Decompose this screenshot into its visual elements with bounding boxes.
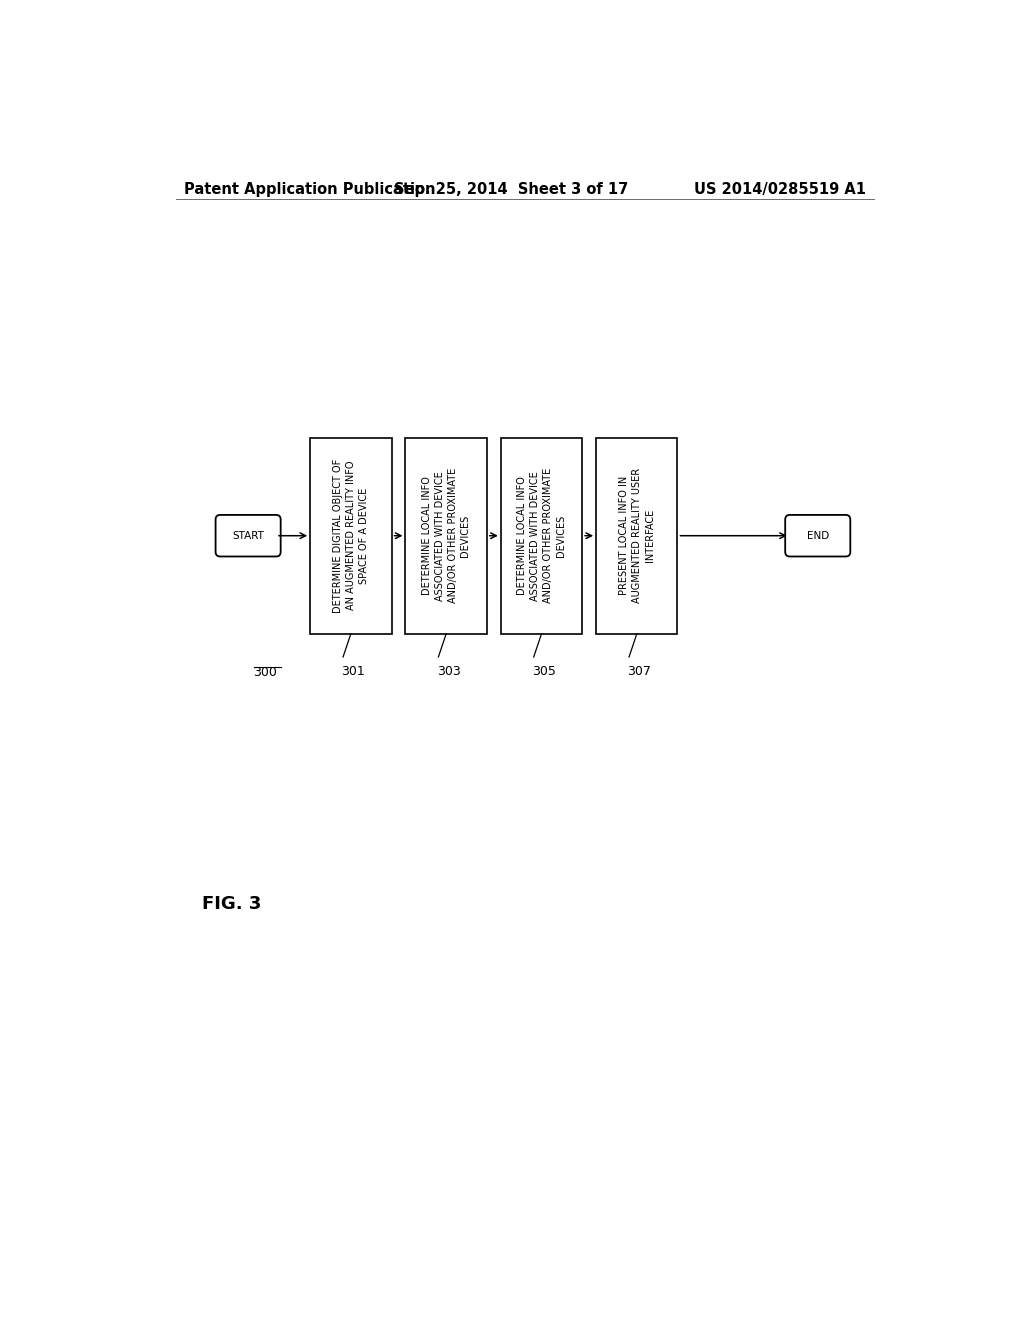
Text: 305: 305 [532,665,556,677]
Text: FIG. 3: FIG. 3 [202,895,261,913]
Bar [596,437,678,634]
Text: PRESENT LOCAL INFO IN
AUGMENTED REALITY USER
INTERFACE: PRESENT LOCAL INFO IN AUGMENTED REALITY … [618,469,654,603]
FancyBboxPatch shape [785,515,850,557]
Bar [310,437,391,634]
Bar [406,437,486,634]
FancyBboxPatch shape [216,515,281,557]
Text: START: START [232,531,264,541]
Text: 301: 301 [342,665,366,677]
Bar [501,437,583,634]
Text: US 2014/0285519 A1: US 2014/0285519 A1 [694,182,866,197]
Text: 303: 303 [437,665,461,677]
Text: DETERMINE LOCAL INFO
ASSOCIATED WITH DEVICE
AND/OR OTHER PROXIMATE
DEVICES: DETERMINE LOCAL INFO ASSOCIATED WITH DEV… [422,469,470,603]
Text: 300: 300 [254,667,278,680]
Text: END: END [807,531,828,541]
Text: 307: 307 [628,665,651,677]
Text: DETERMINE LOCAL INFO
ASSOCIATED WITH DEVICE
AND/OR OTHER PROXIMATE
DEVICES: DETERMINE LOCAL INFO ASSOCIATED WITH DEV… [517,469,565,603]
Text: Patent Application Publication: Patent Application Publication [183,182,435,197]
Text: DETERMINE DIGITAL OBJECT OF
AN AUGMENTED REALITY INFO
SPACE OF A DEVICE: DETERMINE DIGITAL OBJECT OF AN AUGMENTED… [333,458,369,612]
Text: Sep. 25, 2014  Sheet 3 of 17: Sep. 25, 2014 Sheet 3 of 17 [394,182,629,197]
